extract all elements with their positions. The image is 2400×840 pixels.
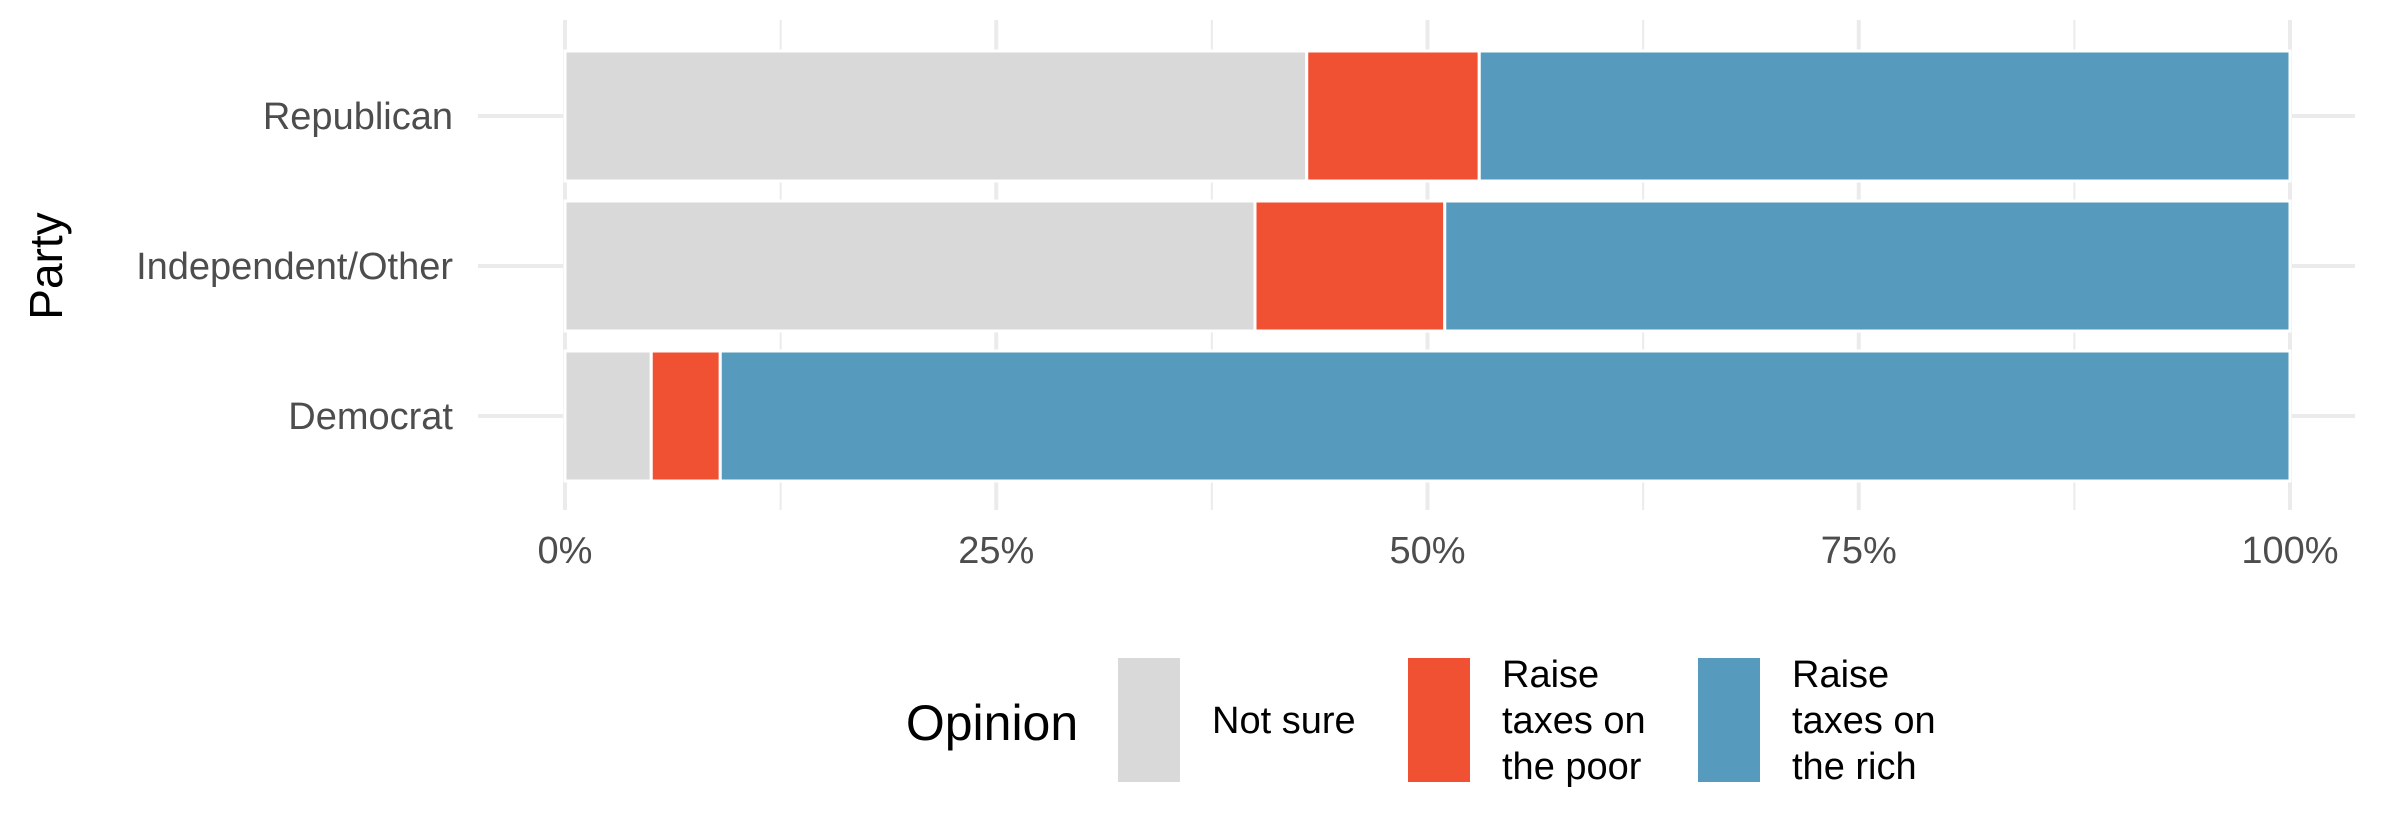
y-axis-title: Party	[20, 212, 72, 319]
x-tick-label: 100%	[2241, 530, 2338, 572]
legend-label-3: Raise taxes on the rich	[1792, 654, 1936, 788]
legend-key-3	[1698, 658, 1760, 782]
bar-segment-2-row-1	[1305, 49, 1481, 183]
legend-key-1	[1118, 658, 1180, 782]
y-axis-ticks: Republican Independent/Other Democrat	[136, 96, 453, 438]
x-axis-ticks: 0% 25% 50% 75% 100%	[538, 530, 2339, 572]
bar-segment-3-row-3	[718, 349, 2292, 483]
bar-segment-1-row-1	[563, 49, 1309, 183]
bar-segment-1-row-3	[563, 349, 653, 483]
x-tick-label: 0%	[538, 530, 593, 572]
y-tick-label: Democrat	[288, 396, 453, 438]
bars	[563, 49, 2292, 483]
legend-label-1: Not sure	[1212, 700, 1356, 742]
y-tick-label: Independent/Other	[136, 246, 453, 288]
legend-title: Opinion	[906, 695, 1078, 751]
x-tick-label: 75%	[1821, 530, 1897, 572]
legend-label-2: Raise taxes on the poor	[1502, 654, 1646, 788]
bar-segment-1-row-2	[563, 199, 1257, 333]
x-tick-label: 25%	[958, 530, 1034, 572]
bar-segment-2-row-3	[649, 349, 722, 483]
x-tick-label: 50%	[1389, 530, 1465, 572]
legend: Opinion Not sure Raise taxes on the poor Rai…	[906, 654, 1936, 788]
legend-key-2	[1408, 658, 1470, 782]
y-tick-label: Republican	[263, 96, 453, 138]
bar-segment-3-row-1	[1477, 49, 2292, 183]
bar-segment-3-row-2	[1443, 199, 2292, 333]
bar-segment-2-row-2	[1253, 199, 1447, 333]
